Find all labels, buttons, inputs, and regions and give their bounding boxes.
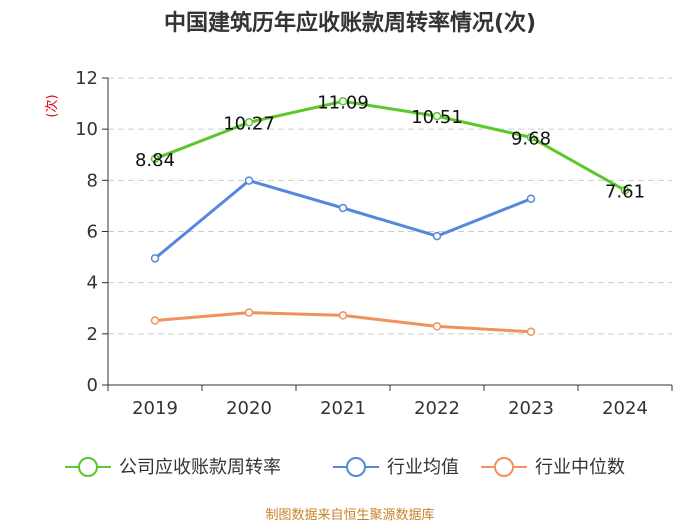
data-point bbox=[432, 322, 442, 331]
data-point bbox=[620, 186, 630, 195]
data-point bbox=[244, 118, 254, 127]
legend-label: 公司应收账款周转率 bbox=[119, 457, 281, 478]
data-point bbox=[526, 133, 536, 142]
legend-marker bbox=[346, 457, 366, 477]
source-note: 制图数据来自恒生聚源数据库 bbox=[265, 507, 434, 523]
y-tick-label: 10 bbox=[75, 119, 98, 140]
data-point bbox=[338, 311, 348, 320]
data-point bbox=[432, 231, 442, 241]
data-label: 9.68 bbox=[511, 128, 551, 149]
series bbox=[150, 97, 630, 337]
data-point bbox=[338, 203, 348, 213]
x-tick-label: 2023 bbox=[508, 398, 554, 419]
x-tick-label: 2024 bbox=[602, 398, 648, 419]
legend-marker bbox=[494, 457, 514, 477]
grid bbox=[108, 77, 672, 335]
data-point bbox=[526, 327, 536, 337]
y-tick-label: 8 bbox=[87, 170, 98, 191]
x-tick-label: 2022 bbox=[414, 398, 460, 419]
data-point bbox=[244, 308, 254, 317]
data-point bbox=[150, 316, 160, 325]
legend-marker bbox=[78, 457, 98, 477]
legend: 公司应收账款周转率 行业均值 行业中位数 bbox=[65, 457, 625, 478]
data-point bbox=[338, 97, 348, 106]
legend-label: 行业中位数 bbox=[535, 457, 625, 478]
data-point bbox=[244, 176, 254, 185]
series-line-1 bbox=[154, 179, 532, 260]
chart-title: 中国建筑历年应收账款周转率情况(次) bbox=[164, 10, 536, 36]
x-tick-label: 2019 bbox=[132, 398, 178, 419]
data-point bbox=[150, 154, 160, 164]
data-label: 8.84 bbox=[135, 150, 175, 171]
data-label: 10.27 bbox=[223, 113, 275, 134]
y-tick-label: 4 bbox=[87, 273, 98, 294]
data-point bbox=[150, 254, 160, 263]
data-labels: 8.84 10.27 11.09 10.51 9.68 7.61 bbox=[135, 92, 645, 202]
y-tick-label: 12 bbox=[75, 68, 98, 89]
series-line-0 bbox=[154, 99, 626, 192]
legend-label: 行业均值 bbox=[387, 457, 459, 478]
data-label: 7.61 bbox=[605, 181, 645, 202]
y-tick-label: 0 bbox=[87, 375, 98, 396]
y-axis-label: (次) bbox=[44, 94, 60, 117]
y-tick-label: 6 bbox=[87, 222, 98, 243]
y-tick-label: 2 bbox=[87, 324, 98, 345]
x-tick-label: 2020 bbox=[226, 398, 272, 419]
x-tick-label: 2021 bbox=[320, 398, 366, 419]
data-point bbox=[432, 111, 442, 121]
axes: 0 2 4 6 8 10 12 2019 2020 2021 2022 2023 2024 bbox=[75, 68, 673, 419]
data-point bbox=[526, 194, 536, 204]
data-label: 11.09 bbox=[317, 92, 369, 113]
data-label: 10.51 bbox=[411, 107, 463, 128]
